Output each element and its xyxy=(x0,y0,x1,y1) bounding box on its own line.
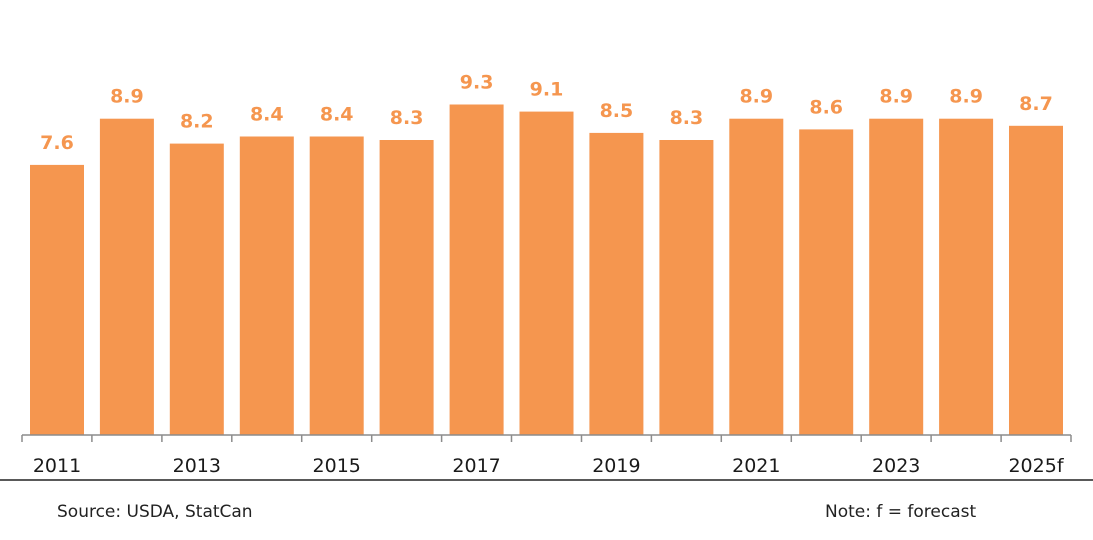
value-label-2013: 8.2 xyxy=(180,111,214,133)
bar-2020 xyxy=(659,140,714,435)
value-label-2025f: 8.7 xyxy=(1019,93,1053,115)
value-label-2024: 8.9 xyxy=(949,86,983,108)
bar-2017 xyxy=(449,104,504,435)
bar-2018 xyxy=(519,111,574,435)
value-label-2022: 8.6 xyxy=(809,96,843,118)
bar-2021 xyxy=(729,118,784,435)
x-tick-label-2011: 2011 xyxy=(33,455,81,477)
value-label-2011: 7.6 xyxy=(40,132,74,154)
source-note: Source: USDA, StatCan xyxy=(57,502,253,522)
x-axis-ticks-group xyxy=(21,435,1072,442)
bar-2012 xyxy=(99,118,154,435)
x-tick-label-2023: 2023 xyxy=(872,455,920,477)
value-label-2019: 8.5 xyxy=(600,100,634,122)
x-tick-label-2013: 2013 xyxy=(173,455,221,477)
bar-2015 xyxy=(309,136,364,435)
value-label-2012: 8.9 xyxy=(110,86,144,108)
bar-2013 xyxy=(169,143,224,435)
value-label-2014: 8.4 xyxy=(250,104,284,126)
bar-2024 xyxy=(939,118,994,435)
bar-2011 xyxy=(30,164,84,435)
value-label-2023: 8.9 xyxy=(879,86,913,108)
bars-group xyxy=(30,104,1063,436)
value-label-2021: 8.9 xyxy=(739,86,773,108)
forecast-note: Note: f = forecast xyxy=(825,502,977,522)
x-tick-label-2019: 2019 xyxy=(592,455,640,477)
value-label-2018: 9.1 xyxy=(530,79,564,101)
x-axis-labels-group: 2011 2013 2015 2017 2019 2021 2023 2025f xyxy=(33,455,1065,477)
x-tick-label-2025f: 2025f xyxy=(1008,455,1064,477)
value-label-2015: 8.4 xyxy=(320,104,354,126)
bar-2025f xyxy=(1009,125,1063,436)
bar-2019 xyxy=(589,132,644,435)
bar-2022 xyxy=(799,129,854,435)
value-labels-group: 7.6 8.9 8.2 8.4 8.4 8.3 9.3 9.1 8.5 8.3 8.9 8.6 8.9 8… xyxy=(40,72,1053,154)
bar-2023 xyxy=(869,118,924,435)
bar-2016 xyxy=(379,140,434,435)
value-label-2020: 8.3 xyxy=(670,107,704,129)
x-tick-label-2015: 2015 xyxy=(313,455,361,477)
x-tick-label-2017: 2017 xyxy=(452,455,500,477)
value-label-2016: 8.3 xyxy=(390,107,424,129)
value-label-2017: 9.3 xyxy=(460,72,494,94)
x-tick-label-2021: 2021 xyxy=(732,455,780,477)
bar-2014 xyxy=(239,136,294,435)
